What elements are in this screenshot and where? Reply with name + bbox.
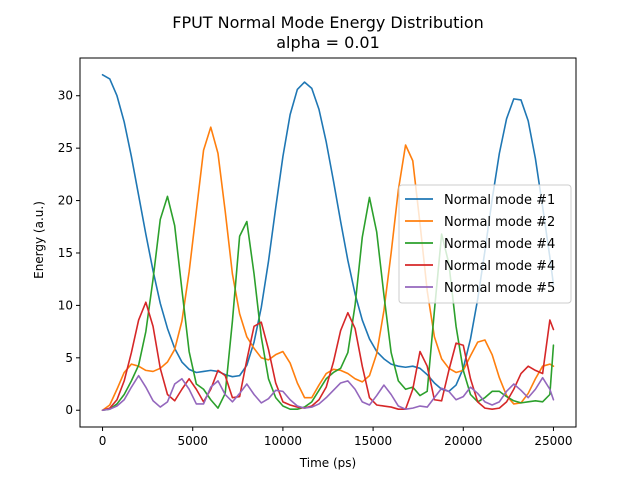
x-tick-label: 0	[99, 434, 107, 448]
series-line-2	[101, 126, 555, 412]
x-axis-label: Time (ps)	[299, 456, 356, 470]
x-tick-label: 10000	[264, 434, 302, 448]
legend: Normal mode #1 Normal mode #2 Normal mode …	[398, 184, 572, 304]
legend-entry-label: Normal mode #4	[444, 237, 555, 252]
y-tick-label: 25	[58, 141, 73, 155]
series-line-4	[101, 301, 555, 412]
x-tick-label: 5000	[177, 434, 208, 448]
x-tick-label: 15000	[354, 434, 392, 448]
x-axis-ticks: 0 5000 10000 15000 20000 25000	[99, 427, 573, 448]
y-tick-label: 15	[58, 246, 73, 260]
series-line-5	[101, 374, 555, 412]
legend-entry-label: Normal mode #4	[444, 259, 555, 274]
axes-frame	[79, 57, 577, 428]
y-axis-label: Energy (a.u.)	[32, 201, 46, 279]
y-tick-label: 10	[58, 298, 73, 312]
legend-box	[398, 184, 572, 304]
legend-entry-label: Normal mode #2	[444, 215, 555, 230]
x-tick-label: 25000	[534, 434, 572, 448]
chart-subtitle: alpha = 0.01	[276, 33, 380, 52]
chart-title: FPUT Normal Mode Energy Distribution	[172, 13, 484, 32]
y-tick-label: 30	[58, 89, 73, 103]
legend-entry-label: Normal mode #1	[444, 193, 555, 208]
y-tick-label: 20	[58, 194, 73, 208]
y-tick-label: 0	[65, 403, 73, 417]
legend-entry-label: Normal mode #5	[444, 281, 555, 296]
y-tick-label: 5	[65, 351, 73, 365]
y-axis-ticks: 0 5 10 15 20 25 30	[58, 89, 80, 417]
x-tick-label: 20000	[444, 434, 482, 448]
